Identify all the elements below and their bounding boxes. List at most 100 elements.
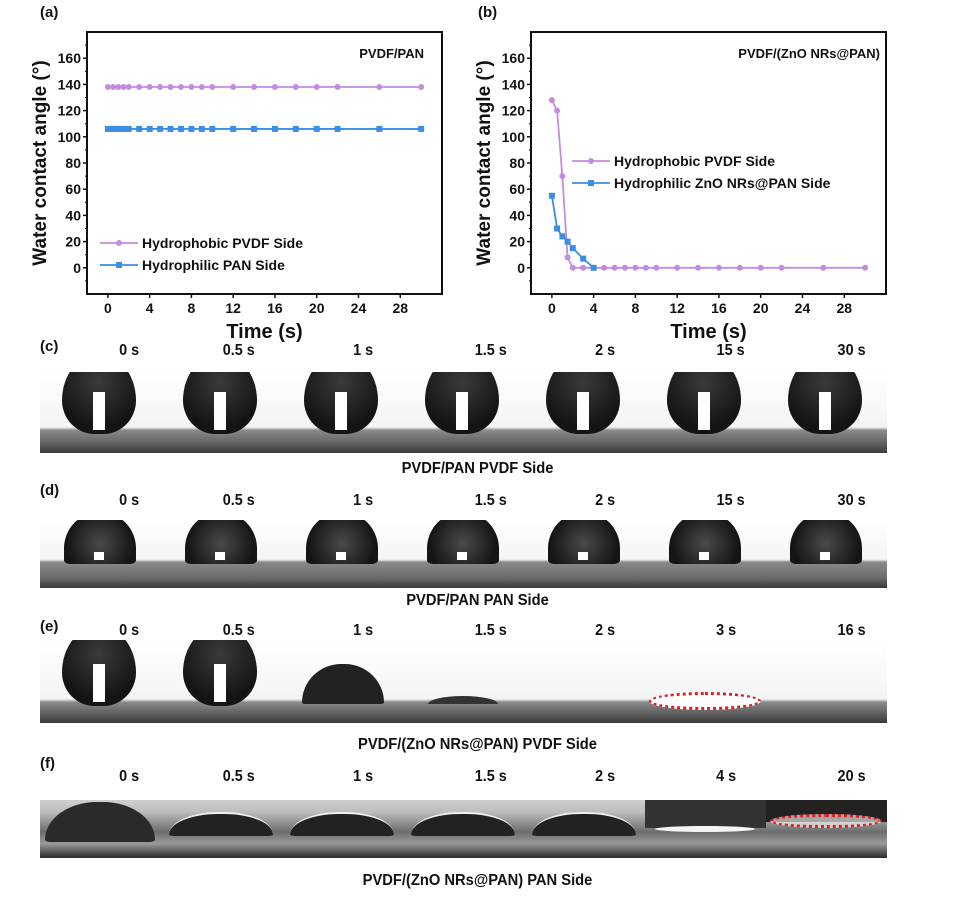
x-axis-label: Time (s) — [226, 321, 302, 343]
y-tick-label: 40 — [509, 207, 525, 223]
y-tick-label: 140 — [502, 76, 526, 92]
x-tick-label: 0 — [104, 300, 112, 316]
droplet-photo — [524, 800, 645, 858]
y-tick-label: 60 — [509, 181, 525, 197]
time-label: 30 s — [837, 492, 866, 509]
x-tick-label: 28 — [836, 300, 852, 316]
data-point — [125, 84, 132, 91]
data-point — [188, 125, 195, 132]
data-point — [820, 264, 827, 271]
data-point — [271, 125, 278, 132]
time-label: 0.5 s — [222, 622, 255, 639]
time-label: 1 s — [353, 768, 374, 785]
data-point — [292, 84, 299, 91]
time-label: 1 s — [353, 342, 374, 359]
droplet-photo — [40, 372, 161, 453]
droplet-photo — [40, 520, 161, 588]
data-point — [621, 264, 628, 271]
data-point — [110, 84, 117, 91]
data-point — [104, 125, 111, 132]
data-point — [313, 84, 320, 91]
droplet-photo — [645, 640, 766, 723]
data-point — [157, 125, 164, 132]
data-point — [230, 125, 237, 132]
series-line — [550, 195, 595, 269]
data-point — [110, 125, 117, 132]
droplet-photo — [403, 800, 524, 858]
y-tick-label: 20 — [65, 234, 81, 250]
data-point — [167, 125, 174, 132]
x-tick-label: 12 — [669, 300, 685, 316]
y-tick-label: 160 — [502, 50, 526, 66]
time-label: 1 s — [353, 492, 374, 509]
x-tick-label: 20 — [309, 300, 325, 316]
droplet-photo — [282, 372, 403, 453]
photo-row-caption: PVDF/PAN PAN Side — [406, 592, 549, 609]
plot-frame — [86, 31, 443, 295]
time-label: 0 s — [119, 622, 140, 639]
x-axis-label: Time (s) — [670, 321, 746, 343]
droplet-photo — [282, 520, 403, 588]
y-tick-label: 120 — [58, 103, 82, 119]
y-tick-label: 100 — [502, 129, 526, 145]
time-label: 3 s — [716, 622, 737, 639]
data-point — [778, 264, 785, 271]
data-point — [209, 125, 216, 132]
data-point — [313, 125, 320, 132]
legend-label: Hydrophobic PVDF Side — [614, 153, 775, 169]
y-tick-label: 80 — [65, 155, 81, 171]
time-label: 2 s — [595, 492, 616, 509]
data-point — [104, 84, 111, 91]
data-point — [418, 84, 425, 91]
highlight-ellipse — [649, 692, 761, 711]
x-tick-label: 0 — [548, 300, 556, 316]
time-label: 1.5 s — [474, 492, 507, 509]
panel-label: (f) — [40, 755, 55, 772]
y-tick-label: 0 — [73, 260, 81, 276]
data-point — [146, 84, 153, 91]
droplet-photo — [766, 520, 887, 588]
droplet-photo — [524, 640, 645, 723]
data-point — [569, 245, 576, 252]
droplet-photo — [524, 520, 645, 588]
time-label: 1.5 s — [474, 342, 507, 359]
droplet-photo — [282, 800, 403, 858]
data-point — [115, 84, 122, 91]
data-point — [120, 84, 127, 91]
x-tick-label: 4 — [590, 300, 598, 316]
time-label: 2 s — [595, 622, 616, 639]
time-label: 0.5 s — [222, 768, 255, 785]
x-tick-label: 8 — [632, 300, 640, 316]
droplet-photo — [403, 372, 524, 453]
time-label: 0 s — [119, 492, 140, 509]
time-label: 1 s — [353, 622, 374, 639]
data-point — [376, 84, 383, 91]
droplet-photo — [40, 800, 161, 858]
photo-row-caption: PVDF/(ZnO NRs@PAN) PAN Side — [362, 872, 593, 889]
data-point — [862, 264, 869, 271]
data-point — [695, 264, 702, 271]
x-tick-label: 28 — [392, 300, 408, 316]
y-tick-label: 60 — [65, 181, 81, 197]
droplet-photo — [161, 520, 282, 588]
data-point — [198, 125, 205, 132]
time-label: 15 s — [716, 492, 745, 509]
time-label: 0.5 s — [222, 342, 255, 359]
data-point — [564, 254, 571, 261]
time-label: 4 s — [716, 768, 737, 785]
data-point — [548, 192, 555, 199]
data-point — [334, 84, 341, 91]
data-point — [177, 125, 184, 132]
droplet-photo — [403, 520, 524, 588]
data-point — [554, 225, 561, 232]
time-label: 2 s — [595, 768, 616, 785]
droplet-photo — [161, 640, 282, 723]
droplet-photo — [766, 640, 887, 723]
data-point — [271, 84, 278, 91]
photo-row-caption: PVDF/(ZnO NRs@PAN) PVDF Side — [358, 736, 597, 753]
y-tick-label: 140 — [58, 76, 82, 92]
time-label: 0 s — [119, 342, 140, 359]
data-point — [715, 264, 722, 271]
droplet-photo — [161, 800, 282, 858]
y-tick-label: 120 — [502, 103, 526, 119]
